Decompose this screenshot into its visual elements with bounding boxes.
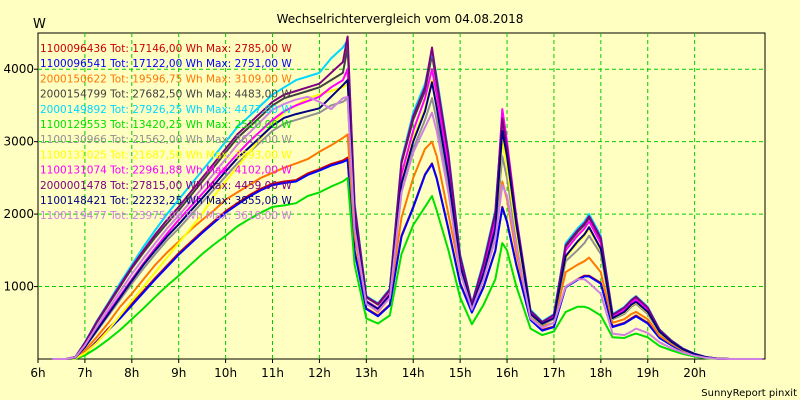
legend-entry-2000150622: 2000150622 Tot: 19596,75 Wh Max: 3109,00… [40, 73, 292, 85]
x-tick-label: 14h [402, 366, 425, 380]
legend-entry-1100131025: 1100131025 Tot: 21687,50 Wh Max: 3893,00… [40, 149, 292, 161]
series-line-1100131074 [52, 68, 763, 360]
legend-entry-1100131074: 1100131074 Tot: 22961,88 Wh Max: 4102,00… [40, 165, 292, 177]
credit-text: SunnyReport pinxit [701, 388, 797, 399]
series-line-1100148421 [52, 79, 763, 360]
legend-entry-1100096436: 1100096436 Tot: 17146,00 Wh Max: 2785,00… [40, 43, 292, 55]
series-line-1100096541 [52, 158, 763, 360]
x-tick-label: 9h [171, 366, 186, 380]
x-tick-label: 20h [683, 366, 706, 380]
grid-lines [38, 33, 765, 359]
legend-entry-1100096541: 1100096541 Tot: 17122,00 Wh Max: 2751,00… [40, 58, 292, 70]
y-tick-label: 2000 [3, 207, 34, 221]
x-tick-label: 6h [30, 366, 45, 380]
legend-entry-1100119477: 1100119477 Tot: 23975,00 Wh Max: 3618,00… [40, 210, 292, 222]
legend-entry-1100148421: 1100148421 Tot: 22232,25 Wh Max: 3855,00… [40, 195, 292, 207]
x-tick-label: 10h [214, 366, 237, 380]
series-line-1100130966 [52, 97, 763, 360]
legend-entry-1100129553: 1100129553 Tot: 13420,25 Wh Max: 2510,00… [40, 119, 292, 131]
series-line-1100119477 [52, 95, 763, 360]
x-tick-label: 7h [77, 366, 92, 380]
series-line-2000001478 [52, 35, 763, 360]
x-tick-label: 13h [355, 366, 378, 380]
legend-entry-1100130966: 1100130966 Tot: 21562,00 Wh Max: 3617,00… [40, 134, 292, 146]
x-tick-label: 19h [636, 366, 659, 380]
x-tick-label: 18h [589, 366, 612, 380]
chart-title: Wechselrichtervergleich vom 04.08.2018 [277, 12, 524, 26]
x-tick-label: 11h [261, 366, 284, 380]
axes: 6h 7h 8h 9h 10h 11h 12h 13h 14h 15h 16h 17h 18h 19h 20… [3, 62, 706, 380]
y-axis-unit: W [33, 17, 46, 32]
legend: 1100096436 Tot: 17146,00 Wh Max: 2785,00… [40, 43, 292, 222]
x-tick-label: 16h [496, 366, 519, 380]
y-tick-label: 1000 [3, 280, 34, 294]
x-tick-label: 8h [124, 366, 139, 380]
x-tick-label: 12h [308, 366, 331, 380]
legend-entry-2000154799: 2000154799 Tot: 27682,50 Wh Max: 4483,00… [40, 89, 292, 101]
y-tick-label: 3000 [3, 135, 34, 149]
legend-entry-2000001478: 2000001478 Tot: 27815,00 Wh Max: 4459,00… [40, 180, 292, 192]
series-layer [52, 35, 763, 360]
series-line-1100129553 [52, 176, 763, 360]
y-tick-label: 4000 [3, 62, 34, 76]
x-tick-label: 17h [542, 366, 565, 380]
legend-entry-2000149892: 2000149892 Tot: 27926,25 Wh Max: 4477,00… [40, 104, 292, 116]
x-tick-label: 15h [449, 366, 472, 380]
